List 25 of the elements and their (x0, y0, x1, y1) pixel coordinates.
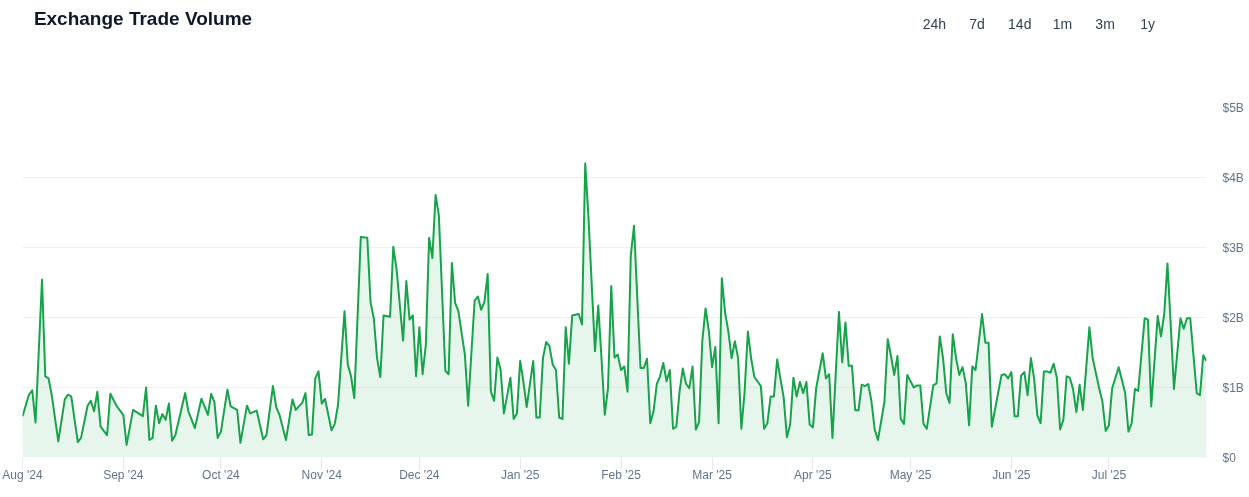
y-tick-label: $2B (1222, 310, 1244, 325)
y-tick-label: $5B (1222, 100, 1244, 115)
text: 3m (1095, 15, 1115, 32)
y-tick-label: $1B (1222, 380, 1244, 395)
x-tick-label: Jan '25 (501, 467, 540, 482)
x-tick-label: Aug '24 (2, 467, 43, 482)
text: 1m (1052, 15, 1073, 32)
text: 14d (1008, 15, 1032, 32)
y-tick-label: $4B (1222, 170, 1244, 185)
text: 24h (922, 15, 947, 32)
x-tick-label: Jul '25 (1091, 467, 1127, 482)
x-tick-label: Feb '25 (601, 467, 642, 482)
x-tick-label: Jun '25 (992, 467, 1031, 482)
x-tick-label: May '25 (889, 467, 932, 482)
y-tick-label: $3B (1222, 240, 1244, 255)
x-tick-label: Mar '25 (692, 467, 733, 482)
x-tick-label: Oct '24 (202, 467, 241, 482)
text: 1y (1140, 15, 1156, 32)
x-tick-label: Nov '24 (301, 467, 343, 482)
chart-title: Exchange Trade Volume (33, 8, 253, 29)
x-tick-label: Apr '25 (794, 467, 833, 482)
x-tick-label: Dec '24 (399, 467, 440, 482)
x-tick-label: Sep '24 (103, 467, 144, 482)
y-tick-label: $0 (1222, 450, 1237, 465)
text: 7d (969, 15, 985, 32)
